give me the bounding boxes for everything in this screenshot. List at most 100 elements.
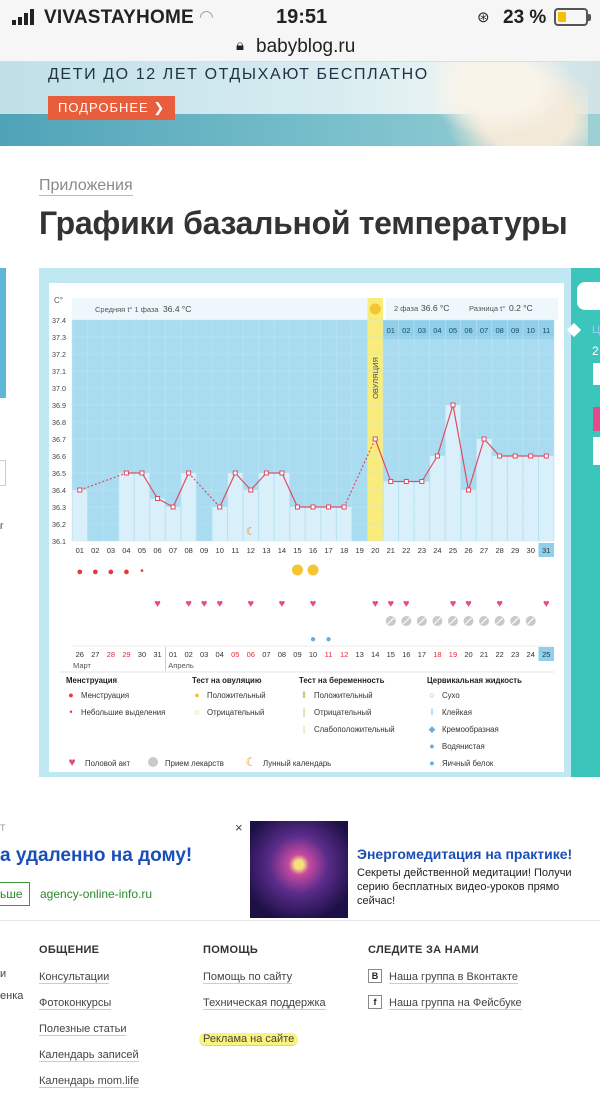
phase1-label: Средняя t° 1 фаза <box>95 305 159 314</box>
footer-link[interactable]: Техническая поддержка <box>203 997 326 1010</box>
footer-link[interactable]: Консультации <box>39 971 110 984</box>
y-tick-label: 36.6 <box>52 452 66 461</box>
ovulation-sun-icon <box>369 303 381 315</box>
footer-link[interactable]: Помощь по сайту <box>203 971 293 984</box>
battery-icon <box>554 8 591 26</box>
y-tick-label: 36.3 <box>52 503 66 512</box>
temp-bar <box>445 405 461 541</box>
right-panel-input[interactable] <box>593 363 600 385</box>
temp-bar <box>150 498 165 541</box>
ad-more-button[interactable]: ьше <box>0 882 30 906</box>
right-panel-white-button[interactable] <box>593 437 600 465</box>
ad-headline[interactable]: а удаленно на дому! <box>0 845 193 866</box>
footer-link[interactable]: Фотоконкурсы <box>39 997 112 1010</box>
calendar-date-label: 21 <box>480 650 488 659</box>
temp-bar <box>119 473 134 541</box>
intercourse-heart-icon: ♥ <box>450 598 457 610</box>
calendar-date-label: 08 <box>278 650 286 659</box>
right-panel-pink-button[interactable] <box>593 407 600 431</box>
left-side-panel <box>0 268 6 398</box>
right-panel-tab[interactable] <box>577 282 600 310</box>
legend-item: Небольшие выделения <box>81 708 165 717</box>
legend-icon: I <box>431 707 434 717</box>
temp-point <box>294 504 300 510</box>
legend-item: Сухо <box>442 691 460 700</box>
calendar-date-label: 17 <box>418 650 426 659</box>
phase2-day-label: 04 <box>433 326 441 335</box>
footer-link[interactable]: Календарь записей <box>39 1049 139 1062</box>
y-tick-label: 36.2 <box>52 520 66 529</box>
x-day-label: 30 <box>527 546 535 555</box>
intercourse-heart-icon: ♥ <box>388 598 395 610</box>
banner-title: ДЕТИ ДО 12 ЛЕТ ОТДЫХАЮТ БЕСПЛАТНО <box>48 66 429 83</box>
calendar-date-label: 25 <box>542 650 550 659</box>
ad-close-icon[interactable]: × <box>235 820 243 835</box>
temp-point <box>403 479 409 484</box>
temp-point <box>170 504 176 510</box>
footer-link[interactable]: Полезные статьи <box>39 1023 127 1036</box>
x-day-label: 24 <box>433 546 441 555</box>
ad-domain[interactable]: agency-online-info.ru <box>40 887 153 901</box>
footer-link[interactable]: Календарь mom.life <box>39 1075 140 1088</box>
temp-point <box>466 487 472 493</box>
temp-line-segment <box>343 438 376 508</box>
footer-left-stub[interactable]: и <box>0 968 7 980</box>
footer-link-vk[interactable]: Наша группа в Вконтакте <box>389 971 519 984</box>
x-day-label: 17 <box>324 546 332 555</box>
status-bar: VIVASTAYHOME ◠ 19:51 ⊛ 23 % <box>0 0 600 34</box>
moon-calendar-icon: ☾ <box>246 526 256 538</box>
temp-point <box>341 504 347 510</box>
medication-pill-stripe <box>496 617 504 625</box>
intercourse-heart-icon: ♥ <box>248 598 255 610</box>
temp-bar <box>274 473 290 541</box>
lock-icon: 🔒︎ <box>236 37 244 54</box>
url-text[interactable]: babyblog.ru <box>256 36 356 57</box>
x-day-label: 26 <box>464 546 472 555</box>
temp-bar <box>414 481 430 541</box>
legend-icon: ◆ <box>429 724 436 734</box>
temp-bar <box>507 456 523 541</box>
temp-point <box>372 436 378 442</box>
y-tick-label: 36.9 <box>52 401 66 410</box>
breadcrumb[interactable]: Приложения <box>39 177 133 196</box>
temp-line-segment <box>172 472 190 508</box>
temp-point <box>248 487 254 493</box>
banner-more-button[interactable]: ПОДРОБНЕЕ ❯ <box>48 96 176 120</box>
ovulation-band <box>367 298 383 541</box>
signal-icon <box>12 9 34 25</box>
calendar-date-label: 23 <box>511 650 519 659</box>
y-tick-label: 36.1 <box>52 537 66 546</box>
banner-logo <box>0 62 14 92</box>
phase2-day-label: 09 <box>511 326 519 335</box>
footer-link-advertising[interactable]: Реклама на сайте <box>199 1033 299 1046</box>
temp-point <box>139 470 145 476</box>
temp-point <box>528 453 534 459</box>
temp-line-segment <box>467 438 485 491</box>
phase2-day-row <box>383 320 555 339</box>
footer-left-stub[interactable]: енка <box>0 990 24 1002</box>
temp-point <box>217 504 223 510</box>
ad-image[interactable] <box>250 821 348 918</box>
phase1-header <box>72 298 369 320</box>
menstruation-drop-icon: ● <box>76 566 83 578</box>
footer-link-facebook[interactable]: Наша группа на Фейсбуке <box>389 997 522 1010</box>
phase2-average: 36.6 °C <box>421 303 449 313</box>
y-tick-label: 37.0 <box>52 384 66 393</box>
phase2-day-label: 08 <box>495 326 503 335</box>
legend-pill-icon <box>148 757 158 767</box>
temp-point <box>186 470 192 476</box>
last-day-highlight <box>538 543 555 557</box>
ad-right-headline[interactable]: Энергомедитация на практике! <box>357 846 573 862</box>
vk-icon: B <box>368 968 382 983</box>
promo-banner[interactable]: ДЕТИ ДО 12 ЛЕТ ОТДЫХАЮТ БЕСПЛАТНО ПОДРОБ… <box>0 62 600 146</box>
last-date-highlight <box>538 647 555 661</box>
temp-bar <box>383 481 399 541</box>
x-day-label: 02 <box>91 546 99 555</box>
temp-bar <box>72 490 88 541</box>
phase2-day-label: 01 <box>387 326 395 335</box>
temp-bar <box>539 456 554 541</box>
temp-bar <box>259 473 274 541</box>
battery-percent: 23 % <box>503 7 547 28</box>
ad-right-body: Секреты действенной медитации! Получи се… <box>357 867 572 907</box>
address-bar[interactable]: 🔒︎ babyblog.ru <box>0 34 600 62</box>
